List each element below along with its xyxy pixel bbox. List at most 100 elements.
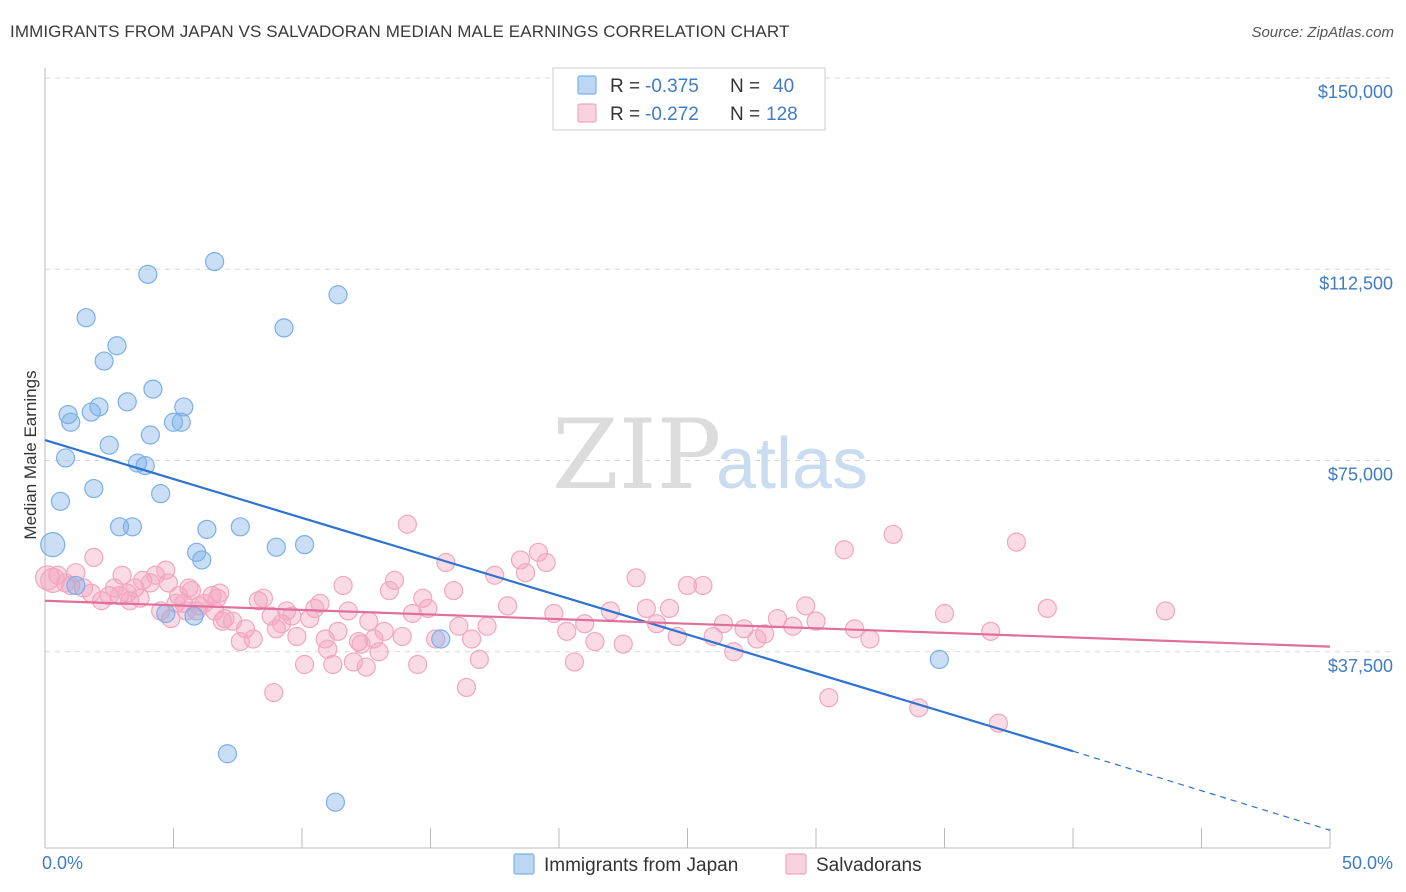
chart-title: IMMIGRANTS FROM JAPAN VS SALVADORAN MEDI… [10, 22, 790, 41]
data-point [184, 606, 204, 626]
stats-n-value-japan: 40 [773, 76, 794, 97]
data-point [156, 603, 176, 624]
data-point [66, 575, 86, 596]
data-point [348, 631, 369, 652]
data-point [677, 575, 698, 596]
data-point [171, 412, 191, 432]
data-point [469, 649, 489, 670]
data-point [369, 642, 389, 662]
data-point [230, 517, 250, 537]
data-point [179, 578, 199, 598]
data-point [143, 379, 163, 399]
data-point [575, 614, 595, 634]
data-point [210, 583, 230, 603]
watermark-atlas: atlas [716, 424, 868, 504]
data-point [248, 591, 268, 611]
y-tick-labels: $37,500 $75,000 $112,500 $150,000 [1318, 82, 1393, 676]
data-point [929, 649, 949, 670]
data-point [243, 629, 263, 649]
data-point [318, 639, 338, 659]
data-point [456, 677, 477, 698]
data-point [613, 634, 633, 654]
data-point [364, 629, 384, 649]
data-point [323, 654, 343, 675]
data-point [61, 412, 81, 432]
stats-legend-swatch-japan [577, 75, 597, 95]
x-tick-labels: 0.0% 50.0% [42, 853, 1393, 873]
watermark: ZIP atlas [552, 399, 868, 511]
data-point [50, 491, 71, 511]
data-point [274, 318, 294, 338]
data-point [310, 593, 330, 613]
data-point [266, 537, 286, 557]
data-point [860, 629, 880, 649]
data-point [112, 565, 132, 585]
y-tick-label: $112,500 [1319, 273, 1393, 293]
data-point [202, 586, 222, 606]
data-point [462, 629, 482, 649]
data-point [235, 619, 256, 639]
legend-label-japan: Immigrants from Japan [544, 855, 738, 876]
data-point [934, 603, 955, 624]
watermark-zip: ZIP [552, 399, 721, 511]
legend-swatch-japan [513, 853, 535, 875]
stats-legend-box [552, 67, 826, 131]
data-point [819, 688, 839, 708]
data-point [413, 588, 433, 608]
data-point [1037, 598, 1057, 619]
data-point [515, 563, 536, 583]
data-point [510, 550, 531, 570]
data-point [981, 621, 1001, 641]
data-point [477, 616, 497, 636]
data-point [192, 550, 212, 570]
data-point [125, 578, 145, 598]
data-point [585, 631, 605, 652]
data-point [205, 252, 225, 272]
data-point [426, 629, 446, 649]
data-point [140, 425, 160, 445]
data-point [536, 552, 556, 573]
data-point [161, 608, 181, 629]
data-point [194, 593, 214, 613]
data-point [151, 601, 171, 621]
data-point [294, 654, 315, 675]
data-point [266, 619, 286, 639]
trend-lines [44, 439, 1331, 831]
trend-line [44, 599, 1331, 648]
data-point [305, 598, 325, 619]
stats-r-label-salvadorans: R = [610, 104, 640, 125]
stats-legend: R = -0.375 N = 40 R = -0.272 N = 128 [552, 67, 826, 131]
data-point [55, 448, 76, 468]
x-tick-label-min: 0.0% [42, 853, 83, 873]
data-point [84, 478, 104, 499]
x-tick-label-max: 50.0% [1342, 853, 1393, 873]
data-point [84, 547, 104, 568]
y-tick-label: $150,000 [1318, 82, 1393, 102]
data-point [418, 598, 438, 619]
gridlines [45, 77, 1395, 653]
data-point [796, 596, 816, 616]
data-point [122, 517, 142, 537]
data-point [693, 575, 713, 596]
trend-line-extension [1072, 750, 1331, 831]
data-point [806, 611, 826, 631]
data-point [374, 621, 394, 641]
data-point [287, 626, 307, 647]
data-point [40, 532, 66, 558]
data-point [328, 285, 348, 305]
legend-swatch-salvadorans [785, 853, 807, 875]
stats-r-value-japan: -0.375 [645, 76, 699, 97]
data-point [325, 792, 346, 812]
data-point [1006, 532, 1027, 552]
data-point [564, 652, 585, 672]
stats-n-label-salvadorans: N = [730, 104, 760, 125]
data-point [408, 654, 428, 675]
data-point [356, 657, 376, 677]
data-point [197, 519, 217, 539]
y-axis-title: Median Male Earnings [21, 370, 40, 539]
data-point [212, 611, 232, 631]
data-point [498, 596, 518, 616]
series-salvadorans [34, 514, 1176, 733]
legend-label-salvadorans: Salvadorans [816, 855, 922, 876]
data-point [431, 629, 451, 649]
